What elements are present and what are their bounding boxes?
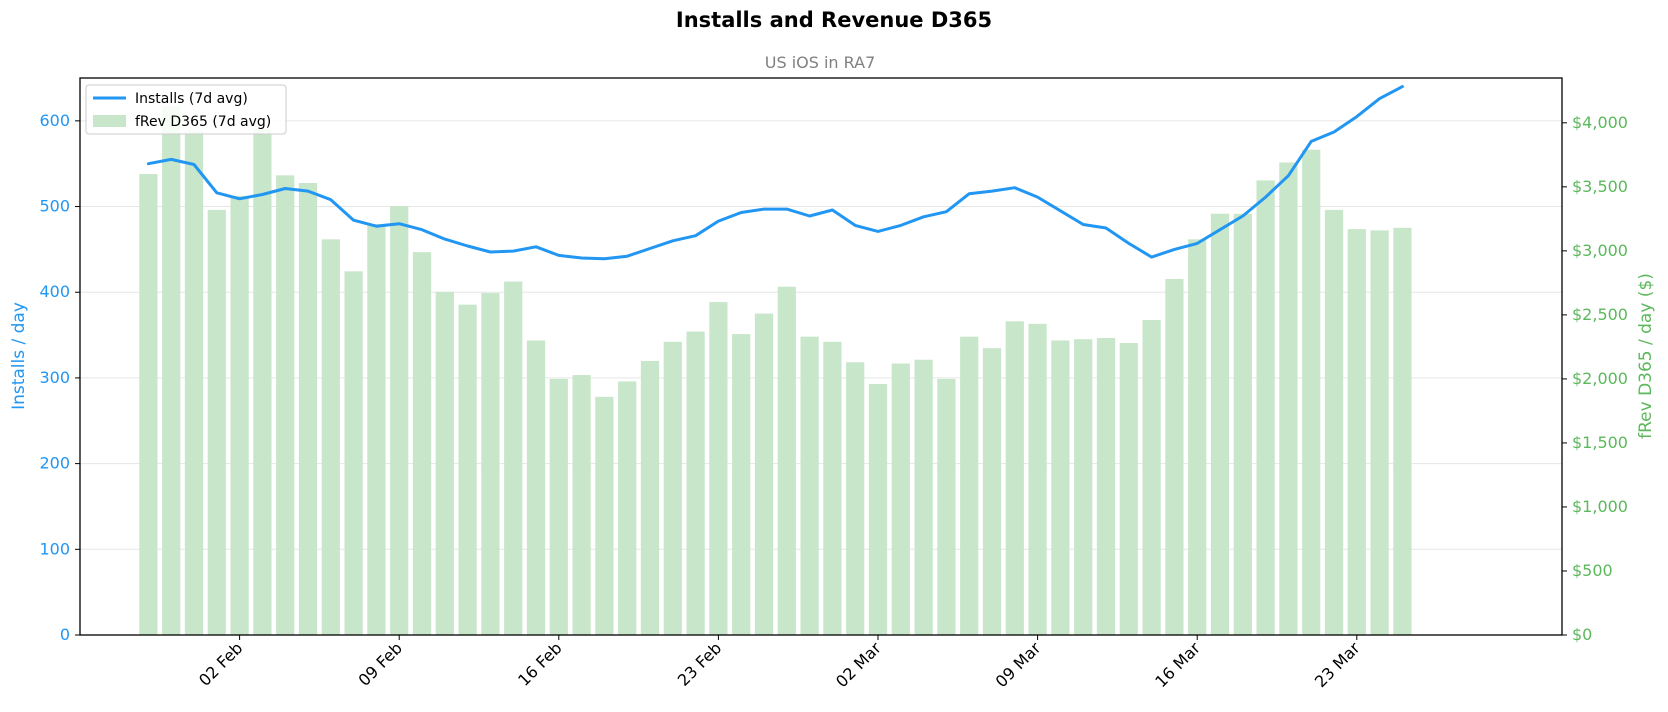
revenue-bar xyxy=(1028,323,1047,635)
revenue-bar xyxy=(1188,239,1207,635)
left-tick-label: 0 xyxy=(60,625,70,644)
right-tick-label: $2,000 xyxy=(1572,369,1628,388)
x-axis: 02 Feb 09 Feb 16 Feb 23 Feb 02 Mar 09 Mar 16 M… xyxy=(195,635,1364,691)
right-tick-label: $2,500 xyxy=(1572,305,1628,324)
revenue-bar xyxy=(846,362,865,635)
revenue-bar xyxy=(1393,227,1412,636)
revenue-bar xyxy=(1051,340,1070,635)
revenue-bar xyxy=(1210,213,1230,635)
revenue-bar xyxy=(1302,149,1321,635)
revenue-bars xyxy=(139,106,1412,636)
revenue-bar xyxy=(184,130,204,636)
revenue-bar xyxy=(549,378,568,635)
right-tick-label: $4,000 xyxy=(1572,113,1628,132)
installs-line xyxy=(146,85,1404,261)
x-tick-label: 16 Feb xyxy=(514,638,565,689)
x-tick-label: 09 Feb xyxy=(355,638,406,689)
revenue-bar xyxy=(1347,229,1366,636)
chart-title: Installs and Revenue D365 xyxy=(676,8,992,32)
right-tick-label: $1,000 xyxy=(1572,497,1628,516)
revenue-bar xyxy=(595,396,614,635)
x-tick-label: 23 Mar xyxy=(1311,638,1364,691)
revenue-bar xyxy=(868,384,888,635)
revenue-bar xyxy=(732,334,751,635)
revenue-bar xyxy=(640,360,660,635)
revenue-bar xyxy=(709,302,728,635)
legend-box xyxy=(85,84,287,135)
right-tick-label: $0 xyxy=(1572,625,1592,644)
plot-frame xyxy=(79,77,1563,636)
revenue-bar xyxy=(253,129,272,635)
revenue-bar xyxy=(1005,321,1024,635)
revenue-bar xyxy=(344,271,363,635)
revenue-bar xyxy=(982,348,1002,635)
left-tick-label: 100 xyxy=(39,539,70,558)
revenue-bar xyxy=(526,340,546,635)
revenue-bar xyxy=(412,252,432,636)
revenue-bar xyxy=(800,336,819,635)
right-tick-label: $3,000 xyxy=(1572,241,1628,260)
revenue-bar xyxy=(1324,209,1344,635)
x-tick-label: 02 Mar xyxy=(832,638,885,691)
revenue-bar xyxy=(1119,343,1138,635)
revenue-bar xyxy=(686,331,705,635)
revenue-bar xyxy=(207,209,226,635)
revenue-bar xyxy=(1256,180,1275,636)
left-tick-label: 400 xyxy=(39,282,70,301)
revenue-bar xyxy=(367,223,386,635)
revenue-bar xyxy=(276,175,295,635)
revenue-bar xyxy=(1165,279,1184,635)
legend-installs-label: Installs (7d avg) xyxy=(135,91,248,107)
revenue-bar xyxy=(1074,339,1093,635)
revenue-bar xyxy=(1096,337,1116,635)
revenue-bar xyxy=(390,206,409,636)
legend-revenue-swatch xyxy=(93,115,126,127)
x-tick-label: 23 Feb xyxy=(674,638,725,689)
x-tick-label: 16 Mar xyxy=(1151,638,1204,691)
revenue-bar xyxy=(458,304,477,635)
left-axis: 0 100 200 300 400 500 600 xyxy=(39,111,80,644)
revenue-bar xyxy=(139,174,158,635)
right-axis-label: fRev D365 / day ($) xyxy=(1636,273,1656,439)
x-tick-label: 09 Mar xyxy=(992,638,1045,691)
revenue-bar xyxy=(960,336,979,635)
left-tick-label: 300 xyxy=(39,368,70,387)
revenue-bar xyxy=(1370,230,1389,636)
revenue-bar xyxy=(823,341,842,635)
legend: Installs (7d avg) fRev D365 (7d avg) xyxy=(85,84,287,135)
revenue-bar xyxy=(1233,213,1252,635)
left-axis-label: Installs / day xyxy=(9,302,29,410)
revenue-bar xyxy=(481,293,500,635)
legend-revenue-label: fRev D365 (7d avg) xyxy=(135,114,271,130)
revenue-bar xyxy=(777,286,796,635)
revenue-bar xyxy=(435,291,454,635)
x-tick-label: 02 Feb xyxy=(195,638,246,689)
left-tick-label: 600 xyxy=(39,111,70,130)
revenue-bar xyxy=(162,106,181,636)
revenue-bar xyxy=(914,359,933,635)
revenue-bar xyxy=(230,195,249,635)
chart-subtitle: US iOS in RA7 xyxy=(765,53,876,72)
right-tick-label: $1,500 xyxy=(1572,433,1628,452)
revenue-bar xyxy=(321,239,340,635)
right-axis: $0 $500 $1,000 $1,500 $2,000 $2,500 $3,000 $3,5… xyxy=(1562,113,1628,644)
revenue-bar xyxy=(1279,162,1298,635)
revenue-bar xyxy=(891,363,910,635)
revenue-bar xyxy=(572,375,591,635)
revenue-bar xyxy=(754,313,774,635)
revenue-bar xyxy=(504,281,523,635)
left-tick-label: 500 xyxy=(39,197,70,216)
left-tick-label: 200 xyxy=(39,454,70,473)
revenue-bar xyxy=(1142,320,1161,635)
revenue-bar xyxy=(298,182,318,636)
installs-line-group xyxy=(146,85,1404,261)
revenue-bar xyxy=(618,381,637,635)
right-tick-label: $500 xyxy=(1572,561,1613,580)
revenue-bar xyxy=(663,341,682,635)
right-tick-label: $3,500 xyxy=(1572,177,1628,196)
revenue-bar xyxy=(937,378,956,635)
